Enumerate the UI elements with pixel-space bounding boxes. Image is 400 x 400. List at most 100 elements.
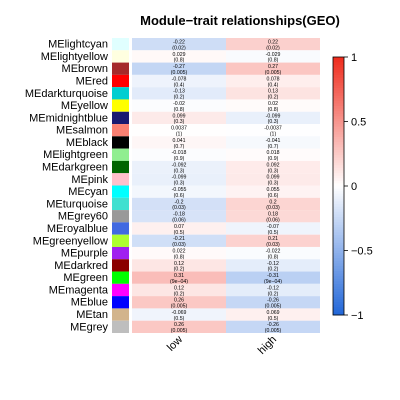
colorbar-segment: [333, 111, 344, 115]
cell-correlation-MEyellow-high: 0.02: [268, 101, 278, 107]
colorbar-segment: [333, 136, 344, 140]
colorbar-segment: [333, 284, 344, 288]
colorbar-segment: [333, 85, 344, 89]
cell-correlation-MEbrown-high: 0.27: [268, 64, 278, 70]
heatmap-cell-MElightgreen-low: [132, 148, 226, 161]
cell-correlation-MEsalmon-high: -0.0037: [264, 126, 282, 132]
cell-correlation-MEblue-high: -0.26: [267, 298, 279, 304]
cell-correlation-MEblack-high: -0.041: [266, 138, 281, 144]
colorbar-segment: [333, 77, 344, 81]
heatmap-cell-MEturquoise-high: [226, 197, 320, 211]
cell-correlation-MEgreenyellow-low: -0.21: [173, 236, 185, 242]
module-label-MEyellow: MEyellow: [61, 100, 108, 112]
colorbar-segment: [333, 69, 344, 73]
colorbar-segment: [333, 224, 344, 228]
cell-pvalue-MElightyellow-high: (0.8): [268, 58, 279, 64]
module-swatch-MEpurple: [112, 246, 129, 260]
cell-pvalue-MEblack-high: (0.7): [268, 144, 279, 150]
heatmap-cell-MElightyellow-high: [226, 50, 320, 63]
module-label-MEroyalblue: MEroyalblue: [47, 223, 108, 235]
colorbar-segment: [333, 155, 344, 159]
module-swatch-MEmagenta: [112, 283, 129, 297]
module-label-MEgreenyellow: MEgreenyellow: [33, 235, 108, 247]
cell-pvalue-MEtan-high: (0.5): [268, 316, 279, 322]
colorbar-segment: [333, 214, 344, 218]
module-label-MEred: MEred: [76, 75, 108, 87]
colorbar-segment: [333, 240, 344, 244]
module-swatch-MEmidnightblue: [112, 111, 129, 125]
colorbar-tick-label: −0.5: [351, 246, 373, 258]
module-swatch-MEcyan: [112, 185, 129, 198]
module-swatch-MElightgreen: [112, 148, 129, 161]
colorbar-segment: [333, 170, 344, 174]
colorbar-segment: [333, 106, 344, 109]
cell-pvalue-MEgrey-low: (0.005): [171, 328, 188, 334]
cell-correlation-MEcyan-low: -0.055: [172, 187, 187, 193]
module-label-MEgrey: MEgrey: [70, 321, 108, 333]
module-label-MElightgreen: MElightgreen: [43, 149, 108, 161]
colorbar-segment: [333, 294, 344, 298]
heatmap-cell-MEpink-high: [226, 173, 320, 186]
cell-correlation-MEpink-low: -0.099: [172, 175, 187, 181]
heatmap-cell-MEyellow-low: [132, 99, 226, 112]
cell-correlation-MEmidnightblue-high: -0.099: [266, 113, 281, 119]
heatmap-cell-MEdarkred-low: [132, 259, 226, 272]
module-swatch-MEbrown: [112, 62, 129, 75]
colorbar-segment: [333, 131, 344, 135]
module-swatch-MEred: [112, 74, 129, 88]
module-label-MEtan: MEtan: [76, 309, 108, 321]
colorbar-segment: [333, 59, 344, 63]
cell-correlation-MEyellow-low: -0.02: [173, 101, 185, 107]
colorbar-segment: [333, 281, 344, 285]
cell-correlation-MEpurple-low: 0.022: [173, 248, 186, 254]
colorbar-segment: [333, 227, 344, 231]
colorbar-segment: [333, 204, 344, 208]
cell-correlation-MEgrey-high: -0.26: [267, 322, 279, 328]
cell-pvalue-MEred-high: (0.4): [268, 82, 279, 88]
colorbar-segment: [333, 216, 344, 220]
heatmap-cell-MEred-low: [132, 74, 226, 88]
colorbar-segment: [333, 245, 344, 249]
colorbar-segment: [333, 268, 344, 272]
colorbar-segment: [333, 113, 344, 117]
colorbar-tick-label: −1: [351, 310, 364, 322]
cell-correlation-MEdarkgreen-low: -0.092: [172, 162, 187, 168]
heatmap-cell-MEcyan-high: [226, 185, 320, 198]
cell-correlation-MEgrey60-low: -0.18: [173, 212, 185, 218]
colorbar-segment: [333, 95, 344, 99]
colorbar-segment: [333, 265, 344, 269]
heatmap-cell-MEbrown-low: [132, 62, 226, 75]
colorbar-segment: [333, 165, 344, 169]
heatmap-cell-MEdarkturquoise-low: [132, 87, 226, 100]
colorbar-segment: [333, 307, 344, 311]
cell-correlation-MEdarkred-high: -0.12: [267, 261, 279, 267]
colorbar-segment: [333, 304, 344, 308]
cell-correlation-MEgrey-low: 0.26: [174, 322, 184, 328]
cell-pvalue-MEblue-high: (0.005): [265, 304, 282, 310]
cell-pvalue-MEbrown-high: (0.005): [265, 70, 282, 76]
module-label-MEpurple: MEpurple: [61, 248, 108, 260]
colorbar-segment: [333, 152, 344, 156]
cell-pvalue-MEdarkgreen-low: (0.3): [174, 168, 185, 174]
heatmap-cell-MEbrown-high: [226, 62, 320, 75]
cell-correlation-MEblue-low: 0.26: [174, 298, 184, 304]
colorbar-segment: [333, 134, 344, 138]
heatmap-cell-MEred-high: [226, 74, 320, 88]
cell-correlation-MEdarkgreen-high: 0.092: [267, 162, 280, 168]
module-swatch-MEroyalblue: [112, 222, 129, 235]
cell-correlation-MEpurple-high: -0.022: [266, 248, 281, 254]
colorbar-segment: [333, 302, 344, 306]
cell-correlation-MEsalmon-low: 0.0037: [171, 126, 187, 132]
cell-correlation-MEbrown-low: -0.27: [173, 64, 185, 70]
module-color-swatches: [112, 38, 129, 333]
colorbar-segment: [333, 291, 344, 295]
cell-pvalue-MEbrown-low: (0.005): [171, 70, 188, 76]
cell-pvalue-MEdarkturquoise-high: (0.2): [268, 95, 279, 101]
cell-correlation-MEpink-high: 0.099: [267, 175, 280, 181]
cell-pvalue-MEtan-low: (0.5): [174, 316, 185, 322]
colorbar-tick-label: 1: [351, 52, 357, 64]
heatmap-cell-MEturquoise-low: [132, 197, 226, 211]
cell-pvalue-MEgreen-high: (9e−04): [264, 279, 282, 285]
cell-correlation-MEred-low: -0.078: [172, 76, 187, 82]
